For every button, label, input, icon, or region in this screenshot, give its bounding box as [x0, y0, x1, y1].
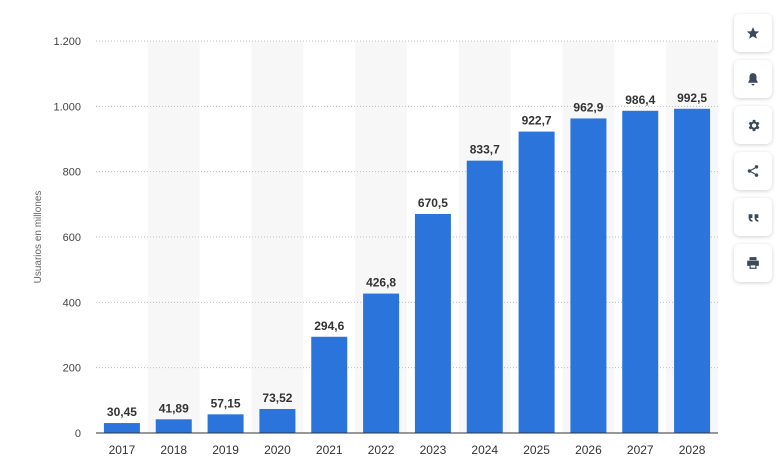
bar[interactable] — [155, 419, 192, 433]
x-tick-label: 2021 — [316, 443, 343, 457]
print-button[interactable] — [734, 244, 772, 282]
bar-value-label: 670,5 — [418, 196, 448, 210]
y-axis-title: Usuarios en millones — [33, 191, 44, 284]
y-tick-label: 1.200 — [53, 36, 81, 48]
bar[interactable] — [207, 414, 244, 433]
bar[interactable] — [103, 423, 140, 433]
cite-button[interactable] — [734, 198, 772, 236]
y-axis-ticks: 0 200 400 600 800 1.000 1.200 — [53, 36, 81, 440]
y-tick-label: 1.000 — [53, 101, 81, 113]
x-tick-label: 2023 — [420, 443, 447, 457]
x-tick-label: 2019 — [212, 443, 239, 457]
bar-value-label: 986,4 — [625, 93, 655, 107]
star-icon — [746, 26, 760, 40]
y-tick-label: 600 — [63, 232, 81, 244]
side-toolbar — [734, 14, 772, 282]
bar[interactable] — [311, 336, 348, 433]
x-tick-label: 2028 — [679, 443, 706, 457]
bars — [103, 108, 711, 434]
print-icon — [746, 256, 760, 270]
bar[interactable] — [466, 160, 503, 433]
bar[interactable] — [414, 213, 451, 433]
value-labels: 30,45 41,89 57,15 73,52 294,6 426,8 670,5 833,7… — [107, 91, 708, 419]
y-tick-label: 200 — [63, 363, 81, 375]
bell-icon — [746, 72, 760, 86]
x-tick-label: 2018 — [160, 443, 187, 457]
bar-value-label: 992,5 — [677, 91, 707, 105]
x-tick-label: 2020 — [264, 443, 291, 457]
share-icon — [746, 164, 760, 178]
bar-value-label: 73,52 — [262, 391, 292, 405]
y-tick-label: 800 — [63, 167, 81, 179]
bar-value-label: 57,15 — [211, 396, 241, 410]
bar-value-label: 962,9 — [573, 100, 603, 114]
bar[interactable] — [259, 408, 296, 433]
bar-value-label: 30,45 — [107, 405, 137, 419]
settings-button[interactable] — [734, 106, 772, 144]
x-tick-label: 2027 — [627, 443, 654, 457]
x-tick-label: 2026 — [575, 443, 602, 457]
bar-value-label: 426,8 — [366, 276, 396, 290]
notification-button[interactable] — [734, 60, 772, 98]
bar[interactable] — [363, 293, 400, 433]
bar[interactable] — [674, 108, 711, 434]
x-tick-label: 2022 — [368, 443, 395, 457]
share-button[interactable] — [734, 152, 772, 190]
x-axis-ticks: 2017 2018 2019 2020 2021 2022 2023 2024 2025 2026… — [109, 443, 706, 457]
bar[interactable] — [570, 118, 607, 433]
bar[interactable] — [518, 131, 555, 434]
bar-value-label: 833,7 — [470, 143, 500, 157]
bar-value-label: 922,7 — [522, 114, 552, 128]
y-tick-label: 0 — [75, 428, 81, 440]
gear-icon — [746, 118, 761, 133]
x-tick-label: 2017 — [109, 443, 136, 457]
bar-value-label: 41,89 — [159, 401, 189, 415]
favorite-button[interactable] — [734, 14, 772, 52]
bar[interactable] — [622, 110, 659, 433]
bar-value-label: 294,6 — [314, 319, 344, 333]
y-tick-label: 400 — [63, 297, 81, 309]
x-tick-label: 2024 — [471, 443, 498, 457]
column-shade — [147, 41, 200, 433]
quote-icon — [747, 211, 760, 224]
column-shade — [251, 41, 304, 433]
x-tick-label: 2025 — [523, 443, 550, 457]
